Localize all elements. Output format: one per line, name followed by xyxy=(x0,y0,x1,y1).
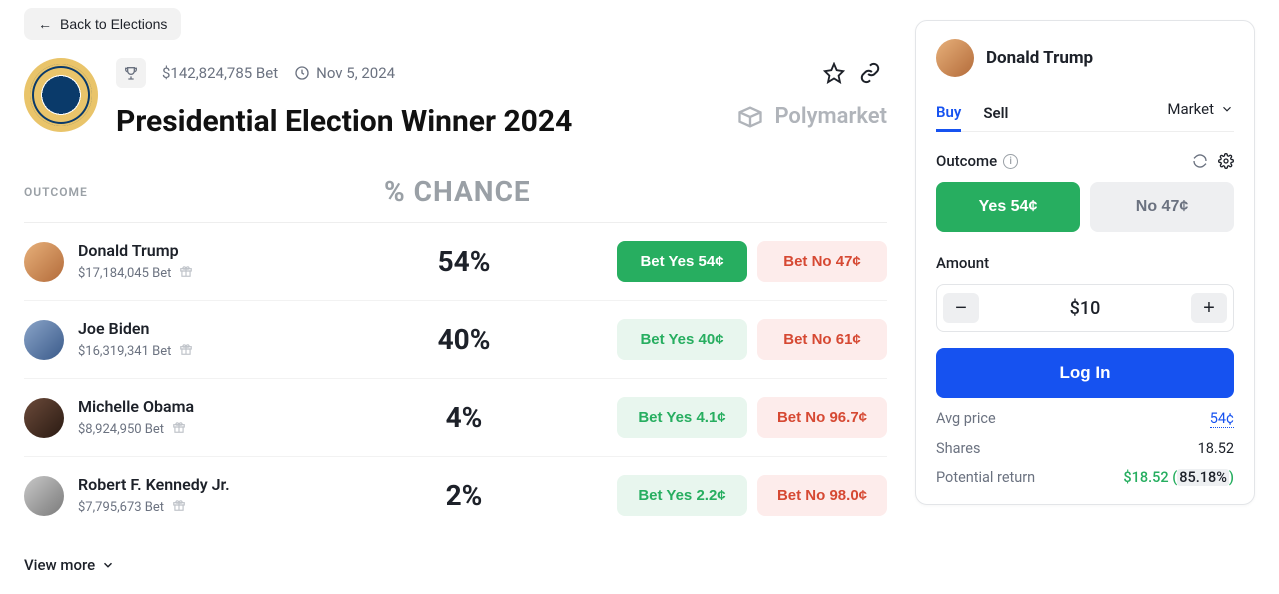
volume-text: $142,824,785 Bet xyxy=(162,64,278,82)
brand: Polymarket xyxy=(736,103,887,131)
clock-icon xyxy=(294,65,310,81)
bet-yes-button[interactable]: Bet Yes 40¢ xyxy=(617,319,747,360)
bet-no-button[interactable]: Bet No 96.7¢ xyxy=(757,397,887,438)
polymarket-icon xyxy=(736,103,764,131)
outcome-yes-button[interactable]: Yes 54¢ xyxy=(936,182,1080,232)
gift-icon[interactable] xyxy=(179,342,193,360)
outcome-pct: 2% xyxy=(384,479,544,512)
bet-no-button[interactable]: Bet No 61¢ xyxy=(757,319,887,360)
outcome-sub: $7,795,673 Bet xyxy=(78,498,230,516)
market-image xyxy=(24,58,98,132)
outcome-pct: 4% xyxy=(384,401,544,434)
avg-price-value[interactable]: 54¢ xyxy=(1210,410,1234,428)
arrow-left-icon: ← xyxy=(38,16,52,32)
info-icon[interactable]: i xyxy=(1003,154,1018,169)
outcome-pct: 40% xyxy=(384,323,544,356)
refresh-icon[interactable] xyxy=(1192,153,1208,169)
login-button[interactable]: Log In xyxy=(936,348,1234,398)
chevron-down-icon xyxy=(1220,102,1234,116)
page-title: Presidential Election Winner 2024 xyxy=(116,104,572,139)
outcome-sub: $8,924,950 Bet xyxy=(78,420,194,438)
back-button[interactable]: ← Back to Elections xyxy=(24,8,181,40)
outcome-row: Donald Trump $17,184,045 Bet 54% Bet Yes 54… xyxy=(24,223,887,301)
chevron-down-icon xyxy=(101,558,115,572)
gear-icon[interactable] xyxy=(1218,153,1234,169)
bet-no-button[interactable]: Bet No 98.0¢ xyxy=(757,475,887,516)
outcome-pct: 54% xyxy=(384,245,544,278)
bet-yes-button[interactable]: Bet Yes 4.1¢ xyxy=(617,397,747,438)
outcome-name[interactable]: Michelle Obama xyxy=(78,397,194,416)
star-icon[interactable] xyxy=(823,62,845,84)
gift-icon[interactable] xyxy=(179,264,193,282)
trophy-chip[interactable] xyxy=(116,58,146,88)
outcome-avatar xyxy=(24,398,64,438)
end-date: Nov 5, 2024 xyxy=(294,64,395,82)
col-chance: % CHANCE xyxy=(384,175,544,208)
order-type-selector[interactable]: Market xyxy=(1167,100,1234,126)
outcome-sub: $17,184,045 Bet xyxy=(78,264,193,282)
outcome-avatar xyxy=(24,320,64,360)
trade-panel: Donald Trump Buy Sell Market Outcome i xyxy=(915,20,1255,505)
panel-name: Donald Trump xyxy=(986,48,1093,68)
shares-label: Shares xyxy=(936,440,980,457)
outcome-name[interactable]: Joe Biden xyxy=(78,319,193,338)
shares-value: 18.52 xyxy=(1198,440,1234,457)
outcome-avatar xyxy=(24,476,64,516)
bet-yes-button[interactable]: Bet Yes 54¢ xyxy=(617,241,747,282)
trophy-icon xyxy=(123,65,139,81)
panel-avatar xyxy=(936,39,974,77)
return-value: $18.52 (85.18%) xyxy=(1123,469,1234,486)
outcome-name[interactable]: Donald Trump xyxy=(78,241,193,260)
col-outcome: OUTCOME xyxy=(24,175,384,208)
tab-buy[interactable]: Buy xyxy=(936,95,961,132)
bet-yes-button[interactable]: Bet Yes 2.2¢ xyxy=(617,475,747,516)
decrement-button[interactable]: − xyxy=(943,293,979,323)
view-more-button[interactable]: View more xyxy=(24,556,115,574)
outcome-sub: $16,319,341 Bet xyxy=(78,342,193,360)
amount-stepper: − $10 + xyxy=(936,284,1234,332)
outcome-avatar xyxy=(24,242,64,282)
gift-icon[interactable] xyxy=(172,420,186,438)
outcome-name[interactable]: Robert F. Kennedy Jr. xyxy=(78,475,230,494)
tab-sell[interactable]: Sell xyxy=(983,96,1008,130)
outcome-label: Outcome xyxy=(936,152,997,170)
outcome-row: Joe Biden $16,319,341 Bet 40% Bet Yes 40¢Be… xyxy=(24,301,887,379)
outcome-no-button[interactable]: No 47¢ xyxy=(1090,182,1234,232)
return-label: Potential return xyxy=(936,469,1035,486)
increment-button[interactable]: + xyxy=(1191,293,1227,323)
back-label: Back to Elections xyxy=(60,16,167,32)
gift-icon[interactable] xyxy=(172,498,186,516)
link-icon[interactable] xyxy=(859,62,881,84)
amount-label: Amount xyxy=(936,254,1234,272)
avg-price-label: Avg price xyxy=(936,410,996,428)
table-header: OUTCOME % CHANCE xyxy=(24,175,887,223)
amount-value[interactable]: $10 xyxy=(985,298,1185,319)
outcome-row: Robert F. Kennedy Jr. $7,795,673 Bet 2% Bet… xyxy=(24,457,887,534)
bet-no-button[interactable]: Bet No 47¢ xyxy=(757,241,887,282)
outcome-row: Michelle Obama $8,924,950 Bet 4% Bet Yes 4.… xyxy=(24,379,887,457)
